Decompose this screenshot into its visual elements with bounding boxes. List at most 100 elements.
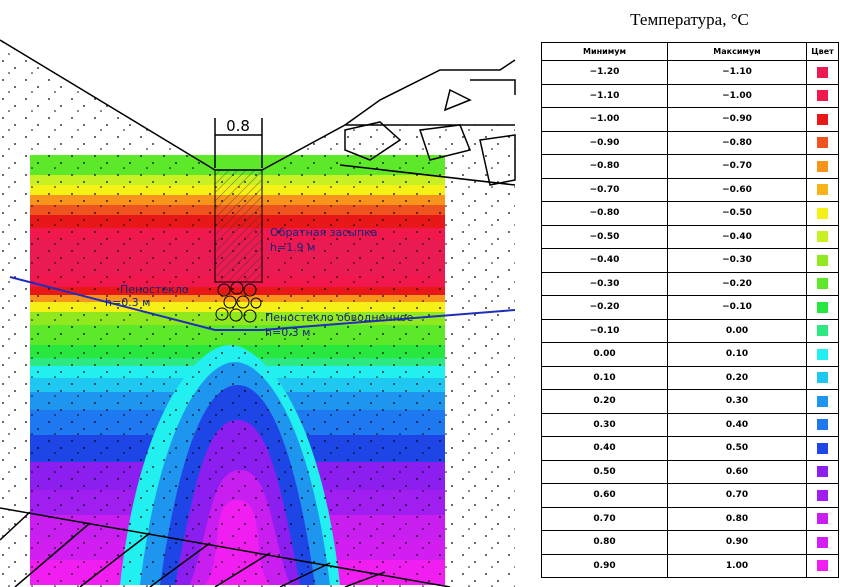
max-value: 0.10 bbox=[668, 343, 807, 367]
color-swatch bbox=[817, 208, 828, 219]
min-value: −1.00 bbox=[542, 108, 668, 132]
color-cell bbox=[807, 554, 839, 578]
color-cell bbox=[807, 413, 839, 437]
color-cell bbox=[807, 437, 839, 461]
color-swatch bbox=[817, 513, 828, 524]
max-value: −0.40 bbox=[668, 225, 807, 249]
header: Максимум bbox=[668, 43, 807, 61]
color-cell bbox=[807, 272, 839, 296]
color-cell bbox=[807, 343, 839, 367]
min-value: −1.20 bbox=[542, 61, 668, 85]
color-cell bbox=[807, 155, 839, 179]
min-value: −0.70 bbox=[542, 178, 668, 202]
min-value: 0.90 bbox=[542, 554, 668, 578]
label: h=1.9 м bbox=[270, 241, 315, 254]
max-value: −0.70 bbox=[668, 155, 807, 179]
max-value: 0.30 bbox=[668, 390, 807, 414]
min-value: −0.40 bbox=[542, 249, 668, 273]
header-row: Минимум Максимум Цвет bbox=[542, 43, 839, 61]
color-swatch bbox=[817, 90, 828, 101]
max-value: −0.80 bbox=[668, 131, 807, 155]
color-swatch bbox=[817, 231, 828, 242]
color-swatch bbox=[817, 137, 828, 148]
max-value: 0.40 bbox=[668, 413, 807, 437]
header: Цвет bbox=[807, 43, 839, 61]
max-value: 0.70 bbox=[668, 484, 807, 508]
max-value: −1.10 bbox=[668, 61, 807, 85]
color-cell bbox=[807, 131, 839, 155]
min-value: −0.80 bbox=[542, 155, 668, 179]
min-value: −0.50 bbox=[542, 225, 668, 249]
legend-row: −0.30−0.20 bbox=[542, 272, 839, 296]
color-swatch bbox=[817, 419, 828, 430]
max-value: −0.10 bbox=[668, 296, 807, 320]
color-swatch bbox=[817, 302, 828, 313]
label: Обратная засыпка bbox=[270, 226, 378, 239]
color-swatch bbox=[817, 255, 828, 266]
max-value: 0.60 bbox=[668, 460, 807, 484]
color-swatch bbox=[817, 184, 828, 195]
color-swatch bbox=[817, 114, 828, 125]
legend-table: Минимум Максимум Цвет −1.20−1.10−1.10−1.… bbox=[541, 42, 839, 578]
legend-row: −1.20−1.10 bbox=[542, 61, 839, 85]
color-cell bbox=[807, 178, 839, 202]
max-value: 0.00 bbox=[668, 319, 807, 343]
legend-row: 0.200.30 bbox=[542, 390, 839, 414]
color-cell bbox=[807, 531, 839, 555]
color-swatch bbox=[817, 560, 828, 571]
legend-title: Температура, °C bbox=[541, 10, 838, 30]
max-value: 0.80 bbox=[668, 507, 807, 531]
backfill bbox=[215, 170, 262, 282]
label: h=0.3 м bbox=[105, 296, 150, 309]
header: Минимум bbox=[542, 43, 668, 61]
max-value: −0.60 bbox=[668, 178, 807, 202]
color-swatch bbox=[817, 161, 828, 172]
max-value: −0.30 bbox=[668, 249, 807, 273]
legend-row: −1.10−1.00 bbox=[542, 84, 839, 108]
soil bbox=[0, 40, 515, 587]
min-value: 0.80 bbox=[542, 531, 668, 555]
color-swatch bbox=[817, 325, 828, 336]
min-value: 0.50 bbox=[542, 460, 668, 484]
legend-row: −1.00−0.90 bbox=[542, 108, 839, 132]
max-value: −0.20 bbox=[668, 272, 807, 296]
color-cell bbox=[807, 249, 839, 273]
legend-row: −0.80−0.70 bbox=[542, 155, 839, 179]
color-swatch bbox=[817, 537, 828, 548]
color-cell bbox=[807, 390, 839, 414]
label: Пеностекло обводненное bbox=[265, 311, 413, 324]
dimension-label: 0.8 bbox=[226, 117, 250, 135]
max-value: −0.90 bbox=[668, 108, 807, 132]
min-value: −0.30 bbox=[542, 272, 668, 296]
color-cell bbox=[807, 296, 839, 320]
color-swatch bbox=[817, 466, 828, 477]
diagram: 0.8 Обратная засыпка h=1.9 м Пеностекло … bbox=[0, 0, 530, 587]
color-cell bbox=[807, 507, 839, 531]
color-swatch bbox=[817, 490, 828, 501]
min-value: 0.00 bbox=[542, 343, 668, 367]
color-cell bbox=[807, 61, 839, 85]
legend-row: −0.90−0.80 bbox=[542, 131, 839, 155]
legend-row: −0.50−0.40 bbox=[542, 225, 839, 249]
min-value: 0.40 bbox=[542, 437, 668, 461]
color-swatch bbox=[817, 349, 828, 360]
color-swatch bbox=[817, 278, 828, 289]
color-cell bbox=[807, 225, 839, 249]
color-swatch bbox=[817, 396, 828, 407]
color-swatch bbox=[817, 443, 828, 454]
min-value: 0.70 bbox=[542, 507, 668, 531]
min-value: −1.10 bbox=[542, 84, 668, 108]
legend-row: −0.80−0.50 bbox=[542, 202, 839, 226]
color-cell bbox=[807, 108, 839, 132]
max-value: −1.00 bbox=[668, 84, 807, 108]
label: Пеностекло bbox=[120, 283, 189, 296]
max-value: 0.50 bbox=[668, 437, 807, 461]
